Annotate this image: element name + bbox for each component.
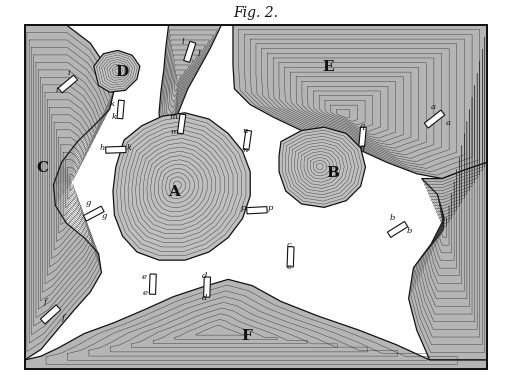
Polygon shape bbox=[25, 280, 487, 369]
Polygon shape bbox=[243, 130, 251, 150]
Text: D: D bbox=[115, 65, 128, 79]
Text: b: b bbox=[407, 227, 412, 235]
Polygon shape bbox=[25, 25, 114, 360]
Polygon shape bbox=[83, 206, 104, 221]
Text: m: m bbox=[169, 113, 177, 121]
Text: e: e bbox=[142, 273, 146, 281]
Polygon shape bbox=[40, 305, 60, 324]
Text: i: i bbox=[56, 86, 58, 94]
Polygon shape bbox=[233, 25, 487, 179]
Text: l: l bbox=[198, 50, 201, 58]
Polygon shape bbox=[150, 274, 156, 295]
Polygon shape bbox=[113, 113, 250, 260]
Text: k: k bbox=[110, 100, 115, 108]
Text: g: g bbox=[86, 199, 91, 207]
Polygon shape bbox=[178, 114, 186, 134]
Polygon shape bbox=[424, 110, 445, 128]
Polygon shape bbox=[409, 25, 487, 360]
Text: a: a bbox=[445, 119, 451, 127]
Text: g: g bbox=[102, 212, 107, 220]
Text: c: c bbox=[286, 263, 291, 271]
Text: l: l bbox=[181, 38, 184, 46]
Bar bbox=[25, 25, 487, 369]
Text: q: q bbox=[359, 143, 364, 151]
Text: n: n bbox=[242, 127, 248, 134]
Text: i: i bbox=[68, 70, 70, 78]
Polygon shape bbox=[287, 247, 294, 267]
Text: a: a bbox=[431, 103, 436, 111]
Text: A: A bbox=[168, 185, 180, 199]
Text: F: F bbox=[241, 329, 252, 343]
Text: B: B bbox=[326, 166, 339, 180]
Text: k: k bbox=[126, 144, 132, 152]
Text: m: m bbox=[171, 129, 179, 136]
Text: d: d bbox=[202, 294, 207, 301]
Text: b: b bbox=[390, 214, 395, 222]
Polygon shape bbox=[184, 41, 196, 62]
Polygon shape bbox=[279, 127, 366, 207]
Text: h: h bbox=[100, 144, 105, 152]
Polygon shape bbox=[159, 25, 221, 142]
Polygon shape bbox=[117, 100, 124, 119]
Polygon shape bbox=[94, 50, 140, 92]
Text: n: n bbox=[242, 146, 248, 154]
Polygon shape bbox=[388, 222, 408, 237]
Text: f: f bbox=[43, 298, 47, 306]
Text: Fig. 2.: Fig. 2. bbox=[233, 7, 279, 20]
Text: p: p bbox=[241, 204, 246, 212]
Text: e: e bbox=[143, 289, 148, 297]
Text: E: E bbox=[322, 60, 334, 74]
Text: C: C bbox=[36, 161, 49, 175]
Polygon shape bbox=[58, 75, 77, 93]
Text: p: p bbox=[268, 204, 273, 212]
Text: c: c bbox=[286, 241, 291, 249]
Text: d: d bbox=[202, 273, 207, 280]
Text: f: f bbox=[61, 314, 65, 322]
Polygon shape bbox=[105, 146, 126, 153]
Polygon shape bbox=[247, 207, 267, 214]
Polygon shape bbox=[204, 277, 210, 297]
Polygon shape bbox=[359, 127, 366, 147]
Text: k: k bbox=[111, 113, 117, 121]
Text: q: q bbox=[359, 122, 364, 130]
